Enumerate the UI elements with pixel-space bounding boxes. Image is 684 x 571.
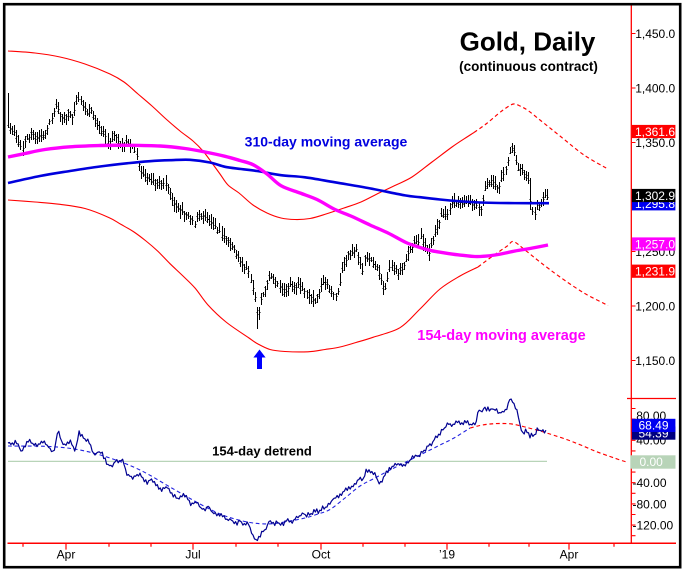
svg-text:’19: ’19 <box>439 548 455 562</box>
svg-text:-120.00: -120.00 <box>633 519 674 533</box>
svg-text:154-day detrend: 154-day detrend <box>212 444 312 459</box>
svg-text:310-day moving average: 310-day moving average <box>245 134 408 150</box>
svg-text:0.00: 0.00 <box>640 455 664 469</box>
svg-text:1,361.6: 1,361.6 <box>635 125 675 139</box>
svg-text:1,257.0: 1,257.0 <box>635 237 675 251</box>
svg-text:-40.00: -40.00 <box>633 476 667 490</box>
svg-text:1,350.0: 1,350.0 <box>635 136 675 150</box>
svg-text:1,302.9: 1,302.9 <box>635 189 675 203</box>
svg-text:1,150.0: 1,150.0 <box>635 354 675 368</box>
svg-text:68.49: 68.49 <box>638 419 668 433</box>
svg-text:Apr: Apr <box>560 548 579 562</box>
svg-text:(continuous contract): (continuous contract) <box>459 59 598 74</box>
svg-text:1,200.0: 1,200.0 <box>635 299 675 313</box>
svg-text:1,400.0: 1,400.0 <box>635 81 675 95</box>
svg-text:Gold, Daily: Gold, Daily <box>460 27 596 57</box>
svg-text:Oct: Oct <box>312 548 331 562</box>
svg-text:Jul: Jul <box>185 548 200 562</box>
svg-text:154-day moving average: 154-day moving average <box>417 328 585 344</box>
svg-text:1,231.9: 1,231.9 <box>635 265 675 279</box>
svg-text:Apr: Apr <box>57 548 76 562</box>
svg-text:1,450.0: 1,450.0 <box>635 27 675 41</box>
svg-text:-80.00: -80.00 <box>633 497 667 511</box>
